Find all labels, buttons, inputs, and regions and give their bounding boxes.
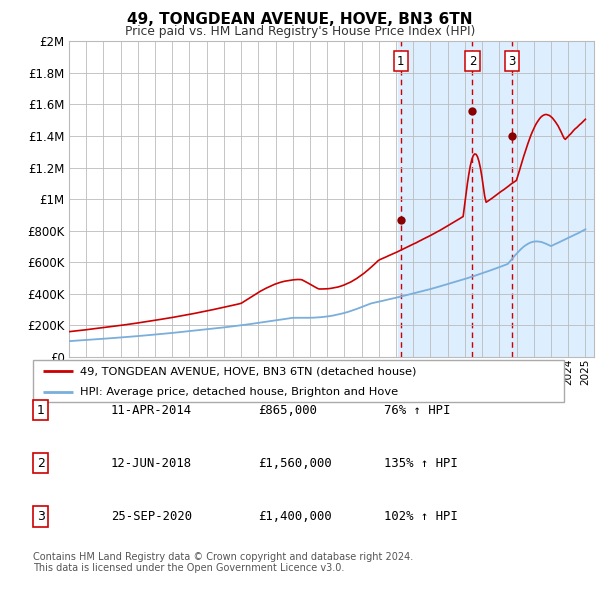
Text: £1,400,000: £1,400,000 — [258, 510, 332, 523]
Text: £1,560,000: £1,560,000 — [258, 457, 332, 470]
FancyBboxPatch shape — [33, 360, 564, 402]
Text: 49, TONGDEAN AVENUE, HOVE, BN3 6TN: 49, TONGDEAN AVENUE, HOVE, BN3 6TN — [127, 12, 473, 27]
Text: This data is licensed under the Open Government Licence v3.0.: This data is licensed under the Open Gov… — [33, 563, 344, 573]
Text: 1: 1 — [37, 404, 45, 417]
Text: 3: 3 — [508, 54, 515, 67]
Text: Price paid vs. HM Land Registry's House Price Index (HPI): Price paid vs. HM Land Registry's House … — [125, 25, 475, 38]
Text: HPI: Average price, detached house, Brighton and Hove: HPI: Average price, detached house, Brig… — [80, 387, 398, 396]
Text: 3: 3 — [37, 510, 45, 523]
Text: 25-SEP-2020: 25-SEP-2020 — [111, 510, 192, 523]
Text: 102% ↑ HPI: 102% ↑ HPI — [384, 510, 458, 523]
Bar — [398, 41, 594, 357]
Text: 12-JUN-2018: 12-JUN-2018 — [111, 457, 192, 470]
Text: 76% ↑ HPI: 76% ↑ HPI — [384, 404, 451, 417]
Text: 2: 2 — [37, 457, 45, 470]
Text: 135% ↑ HPI: 135% ↑ HPI — [384, 457, 458, 470]
Text: 1: 1 — [397, 54, 404, 67]
Text: 2: 2 — [469, 54, 476, 67]
Text: £865,000: £865,000 — [258, 404, 317, 417]
Text: 11-APR-2014: 11-APR-2014 — [111, 404, 192, 417]
Text: Contains HM Land Registry data © Crown copyright and database right 2024.: Contains HM Land Registry data © Crown c… — [33, 552, 413, 562]
Text: 49, TONGDEAN AVENUE, HOVE, BN3 6TN (detached house): 49, TONGDEAN AVENUE, HOVE, BN3 6TN (deta… — [80, 366, 416, 376]
